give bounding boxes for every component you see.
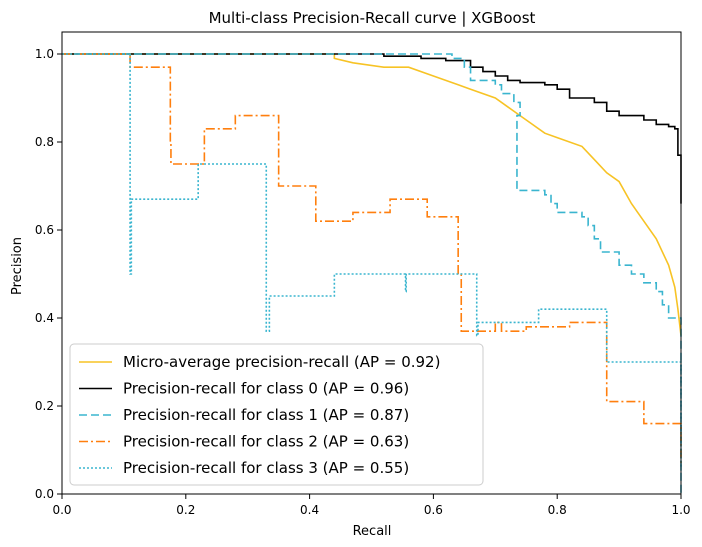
- x-tick-label-5: 1.0: [671, 503, 690, 517]
- x-tick-label-2: 0.4: [300, 503, 319, 517]
- y-axis-label: Precision: [10, 237, 25, 295]
- x-tick-label-4: 0.8: [548, 503, 567, 517]
- series-line-2: [62, 53, 682, 494]
- legend: Micro-average precision-recall (AP = 0.9…: [69, 343, 484, 486]
- series-layer: [62, 53, 682, 494]
- y-tick-label-3: 0.6: [35, 223, 54, 237]
- x-tick-label-1: 0.2: [176, 503, 195, 517]
- legend-label-2: Precision-recall for class 1 (AP = 0.87): [123, 406, 409, 424]
- axis-layer: 0.0 0.2 0.4 0.6 0.8 1.0 0.0 0.2 0.4 0.6 0.8 1.0: [35, 31, 691, 517]
- series-line-3: [62, 53, 682, 464]
- chart-title: Multi-class Precision-Recall curve | XGB…: [209, 9, 536, 27]
- y-tick-label-5: 1.0: [35, 47, 54, 61]
- y-tick-label-4: 0.8: [35, 135, 54, 149]
- series-line-1: [62, 53, 682, 204]
- y-tick-label-0: 0.0: [35, 487, 54, 501]
- y-tick-label-1: 0.2: [35, 399, 54, 413]
- x-axis-label: Recall: [353, 524, 392, 539]
- y-tick-label-2: 0.4: [35, 311, 54, 325]
- x-tick-label-3: 0.6: [424, 503, 443, 517]
- plot-frame: [61, 31, 682, 495]
- series-line-0: [62, 53, 682, 336]
- legend-label-3: Precision-recall for class 2 (AP = 0.63): [123, 433, 409, 451]
- legend-label-0: Micro-average precision-recall (AP = 0.9…: [123, 353, 440, 371]
- legend-box: [69, 343, 484, 486]
- x-tick-label-0: 0.0: [52, 503, 71, 517]
- legend-label-1: Precision-recall for class 0 (AP = 0.96): [123, 380, 409, 398]
- series-line-4: [62, 53, 682, 472]
- legend-label-4: Precision-recall for class 3 (AP = 0.55): [123, 459, 409, 477]
